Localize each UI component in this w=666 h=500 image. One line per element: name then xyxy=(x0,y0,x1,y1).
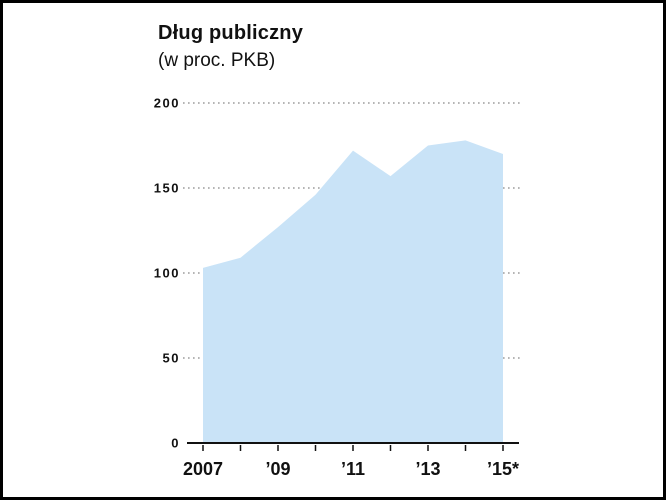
y-axis-tick-label: 200 xyxy=(154,96,180,111)
y-axis-tick-label: 100 xyxy=(154,266,180,281)
chart-title: Dług publiczny xyxy=(158,22,304,44)
x-axis-tick-label: 2007 xyxy=(183,459,223,479)
public-debt-area-series xyxy=(203,140,503,443)
y-axis-tick-label: 0 xyxy=(171,436,180,451)
y-axis-tick-label: 150 xyxy=(154,181,180,196)
y-axis-tick-label: 50 xyxy=(163,351,180,366)
x-axis-tick-label: ’11 xyxy=(341,459,365,479)
chart-subtitle: (w proc. PKB) xyxy=(158,50,276,71)
x-axis-tick-label: ’15* xyxy=(487,459,519,479)
area-chart-plot: 0 50 100 150 200 2007 ’09 ’11 ’13 ’15* xyxy=(154,96,521,479)
x-axis-tick-label: ’09 xyxy=(265,459,290,479)
x-axis-tick-label: ’13 xyxy=(415,459,440,479)
